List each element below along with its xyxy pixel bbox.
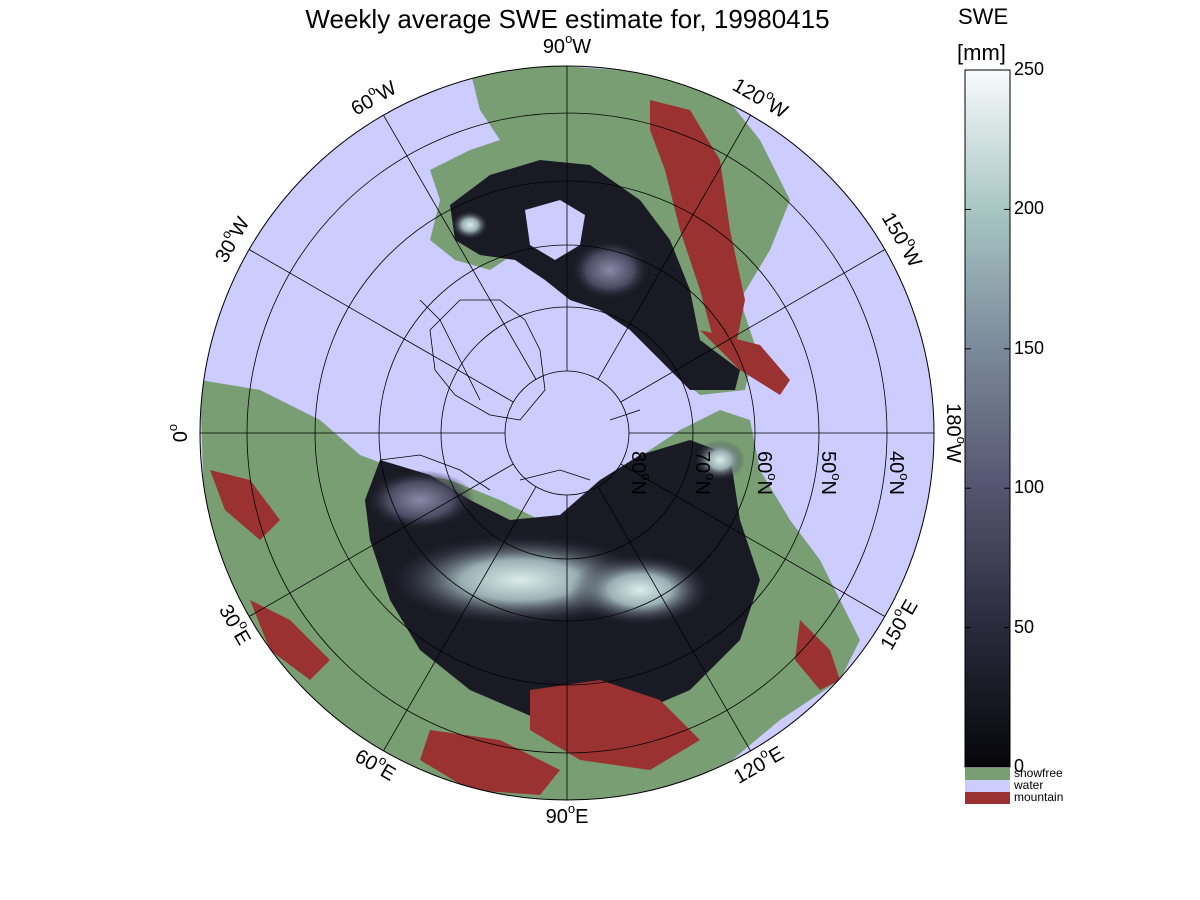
alps-mountains xyxy=(250,600,330,680)
central-asia-mountains xyxy=(530,680,700,770)
legend-swatch-water xyxy=(965,780,1010,792)
colorbar-ticks xyxy=(965,69,1010,768)
colorbar-tick-label: 100 xyxy=(1014,477,1045,498)
meridian-line xyxy=(620,463,886,617)
na-snow-core xyxy=(570,240,650,300)
map-border xyxy=(199,65,935,801)
meridian-label: 0o xyxy=(165,424,192,442)
legend-label-snowfree: snowfree xyxy=(1014,766,1063,780)
colorbar xyxy=(964,69,1011,804)
meridian-line xyxy=(620,249,886,403)
meridian-line xyxy=(383,114,537,380)
graticule xyxy=(200,66,934,800)
legend-swatch-snowfree xyxy=(965,768,1010,780)
legend-label-mountain: mountain xyxy=(1014,790,1064,804)
figure-title: Weekly average SWE estimate for, 1998041… xyxy=(305,4,830,34)
rockies-mountains xyxy=(650,100,745,350)
meridian-label: 90oW xyxy=(543,31,591,58)
siberia-snow-bright xyxy=(570,555,710,625)
map-disc xyxy=(200,66,934,800)
colorbar-gradient xyxy=(964,69,1011,768)
east-asia-mountains xyxy=(795,620,840,690)
meridian-line xyxy=(248,463,514,617)
colorbar-title: SWE xyxy=(958,4,1009,29)
coastline-arctic xyxy=(379,299,641,491)
legend-label-water: water xyxy=(1014,778,1044,792)
chukotka-snow xyxy=(695,440,745,480)
meridian-label: 90oE xyxy=(546,801,589,828)
colorbar-tick-label: 200 xyxy=(1014,198,1045,219)
meridian-line xyxy=(597,114,751,380)
meridian-line xyxy=(383,486,537,752)
meridian-line xyxy=(248,249,514,403)
parallel-label: 50oN xyxy=(817,451,844,495)
colorbar-tick-label: 150 xyxy=(1014,337,1045,358)
alaska-mountains xyxy=(700,330,790,395)
colorbar-units: [mm] xyxy=(957,40,1006,65)
colorbar-tick-label: 0 xyxy=(1014,756,1025,776)
greenland xyxy=(429,299,546,421)
mountain-areas xyxy=(210,100,840,795)
parallel-label: 60oN xyxy=(753,451,780,495)
european-mountains xyxy=(210,470,280,540)
meridian-line xyxy=(597,486,751,752)
colorbar-tick-label: 250 xyxy=(1014,59,1045,79)
category-legend xyxy=(965,768,1010,804)
parallel-label: 40oN xyxy=(885,451,912,495)
legend-swatch-mountain xyxy=(965,792,1010,804)
himalaya-mountains xyxy=(420,730,560,795)
colorbar-tick-label: 50 xyxy=(1014,616,1035,637)
meridian-label: 180oW xyxy=(942,403,969,463)
scandinavia-snow xyxy=(365,470,475,530)
parallel-label: 80oN xyxy=(627,451,654,495)
parallel-labels: 80oN 70oN 60oN 50oN 40oN xyxy=(627,451,912,495)
parallel-label: 70oN xyxy=(691,451,718,495)
na-snow-bright xyxy=(452,211,488,239)
